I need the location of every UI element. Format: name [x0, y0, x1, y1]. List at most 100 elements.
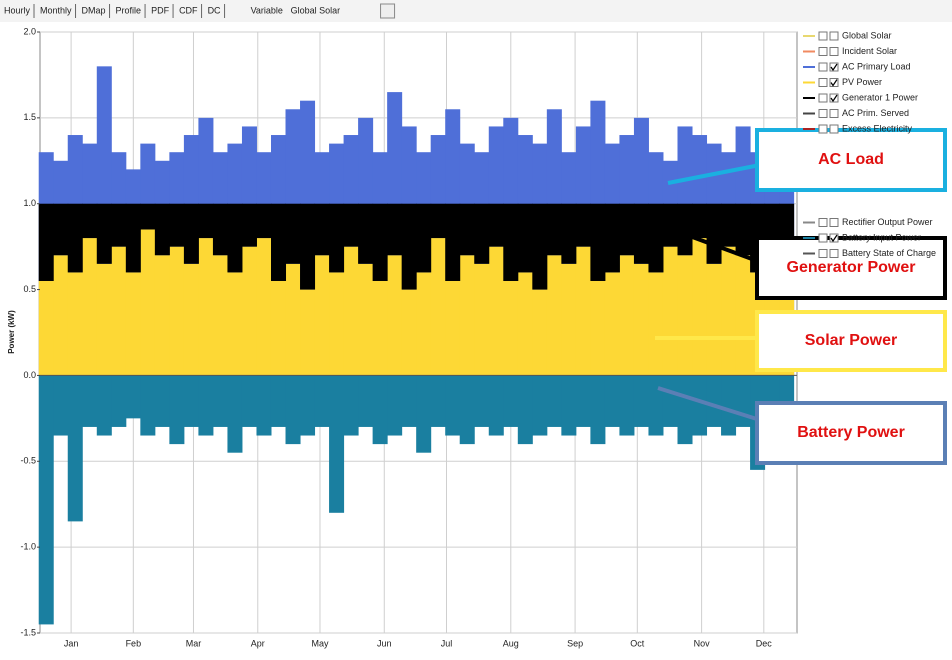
bar [402, 290, 417, 376]
bar [619, 255, 634, 375]
tab[interactable]: DMap [82, 5, 106, 15]
bar [169, 247, 184, 376]
bar [402, 204, 417, 290]
bar [344, 375, 359, 435]
tab[interactable]: Profile [116, 5, 142, 15]
toolbar [0, 0, 952, 22]
bar [286, 264, 301, 376]
bar [387, 375, 402, 435]
bar [68, 375, 83, 521]
legend-item[interactable]: Generator 1 Power [803, 92, 918, 102]
legend-label: Generator 1 Power [842, 92, 918, 102]
tab[interactable]: CDF [179, 5, 198, 15]
bar [460, 375, 475, 444]
bar [518, 204, 533, 273]
bar [736, 375, 751, 427]
bar [373, 375, 388, 444]
bar [503, 375, 518, 427]
bar [692, 375, 707, 435]
legend-item[interactable]: Battery Input Power [803, 232, 921, 242]
bar [590, 204, 605, 281]
legend-item[interactable]: Excess Electricity [803, 123, 913, 133]
bar [648, 204, 663, 273]
legend-checkbox [819, 250, 827, 258]
legend-checkbox [819, 234, 827, 242]
callout-text: Battery Power [797, 424, 905, 441]
bar [387, 204, 402, 256]
legend-item[interactable]: Rectifier Output Power [803, 217, 933, 227]
dropdown-button[interactable] [381, 4, 395, 18]
legend-label: Incident Solar [842, 46, 897, 56]
bar [97, 375, 112, 435]
legend-label: Rectifier Output Power [842, 217, 933, 227]
bar [387, 255, 402, 375]
legend-checkbox [830, 32, 838, 40]
bar [53, 375, 68, 435]
legend-item[interactable]: Battery State of Charge [803, 248, 936, 258]
bar [373, 204, 388, 281]
legend-label: AC Prim. Served [842, 108, 909, 118]
bar [677, 255, 692, 375]
legend-item[interactable]: AC Prim. Served [803, 108, 909, 118]
bar [242, 375, 257, 427]
bar [213, 255, 228, 375]
bar [576, 247, 591, 376]
bar [184, 375, 199, 427]
bar [736, 204, 751, 256]
bar [111, 247, 126, 376]
bar [576, 204, 591, 247]
bar [547, 204, 562, 256]
bar [97, 264, 112, 376]
y-tick-label: 2.0 [23, 26, 36, 36]
bar [329, 375, 344, 512]
bar [474, 264, 489, 376]
bar [663, 204, 678, 247]
bar [39, 375, 54, 624]
legend-label: Battery State of Charge [842, 248, 936, 258]
bar [344, 204, 359, 247]
bar [416, 204, 431, 273]
bar [605, 272, 620, 375]
bar [315, 204, 330, 256]
y-axis-label: Power (kW) [7, 310, 16, 354]
bar [663, 247, 678, 376]
bar [431, 204, 446, 238]
bar [198, 375, 213, 435]
bar [329, 204, 344, 273]
bar [489, 247, 504, 376]
bar [532, 204, 547, 290]
bar [300, 204, 315, 290]
bar [605, 375, 620, 427]
bar [140, 204, 155, 230]
bar [634, 375, 649, 427]
bar [155, 375, 170, 427]
bar [82, 238, 97, 375]
bar [373, 281, 388, 375]
legend-checkbox [819, 219, 827, 227]
legend-checkbox [819, 32, 827, 40]
bar [97, 204, 112, 264]
y-tick-label: 0.0 [23, 370, 36, 380]
bar [358, 375, 373, 427]
bar [532, 290, 547, 376]
variable-value[interactable]: Global Solar [291, 5, 341, 15]
bar [721, 204, 736, 247]
legend-checkbox [830, 48, 838, 56]
bar [721, 375, 736, 435]
tab[interactable]: Monthly [40, 5, 72, 15]
bar [300, 290, 315, 376]
bar [227, 375, 242, 452]
bar [663, 375, 678, 427]
bar [503, 281, 518, 375]
bar [445, 281, 460, 375]
screen: Power (kW) AC Load Generator Power Solar… [0, 0, 952, 655]
tab[interactable]: Hourly [4, 5, 31, 15]
tab[interactable]: PDF [151, 5, 170, 15]
bar [198, 204, 213, 238]
bar [82, 204, 97, 238]
legend-checkbox [819, 63, 827, 71]
bar [692, 238, 707, 375]
bar [126, 272, 141, 375]
tab[interactable]: DC [208, 5, 221, 15]
legend-item[interactable]: AC Primary Load [803, 61, 911, 71]
